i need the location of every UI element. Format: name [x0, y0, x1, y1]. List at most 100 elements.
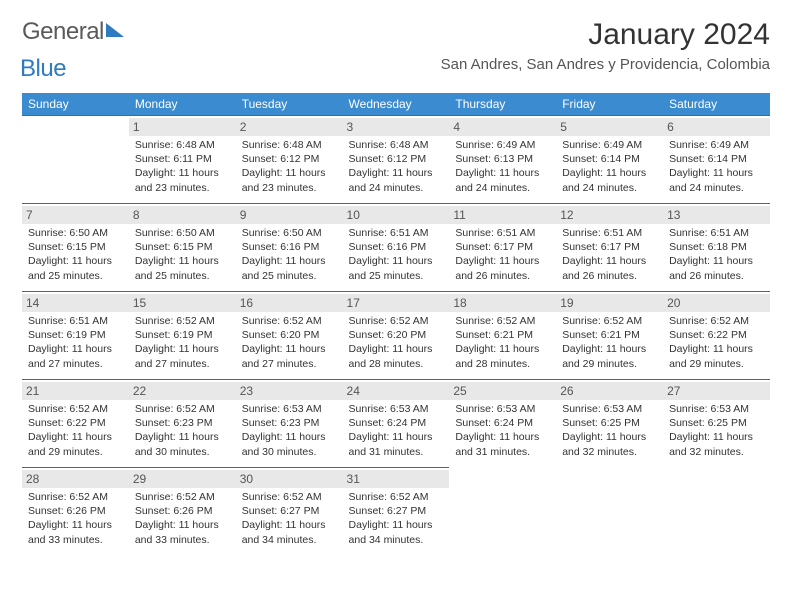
calendar-cell: 9 Sunrise: 6:50 AMSunset: 6:16 PMDaylight… [236, 204, 343, 292]
day-details: Sunrise: 6:49 AMSunset: 6:14 PMDaylight:… [669, 138, 764, 195]
day-details: Sunrise: 6:52 AMSunset: 6:21 PMDaylight:… [562, 314, 657, 371]
day-details: Sunrise: 6:52 AMSunset: 6:23 PMDaylight:… [135, 402, 230, 459]
calendar-cell: 15 Sunrise: 6:52 AMSunset: 6:19 PMDayligh… [129, 292, 236, 380]
day-number: 4 [449, 118, 556, 136]
day-header: Friday [556, 93, 663, 116]
brand-part1: General [22, 18, 104, 46]
day-details: Sunrise: 6:50 AMSunset: 6:16 PMDaylight:… [242, 226, 337, 283]
calendar-cell: 25 Sunrise: 6:53 AMSunset: 6:24 PMDayligh… [449, 380, 556, 468]
calendar-cell: 22 Sunrise: 6:52 AMSunset: 6:23 PMDayligh… [129, 380, 236, 468]
day-details: Sunrise: 6:52 AMSunset: 6:22 PMDaylight:… [28, 402, 123, 459]
day-details: Sunrise: 6:53 AMSunset: 6:25 PMDaylight:… [669, 402, 764, 459]
month-title: January 2024 [441, 18, 770, 52]
day-number: 17 [343, 294, 450, 312]
calendar-row: 21 Sunrise: 6:52 AMSunset: 6:22 PMDayligh… [22, 380, 770, 468]
calendar-cell: 4 Sunrise: 6:49 AMSunset: 6:13 PMDaylight… [449, 116, 556, 204]
day-number: 18 [449, 294, 556, 312]
calendar-cell: 8 Sunrise: 6:50 AMSunset: 6:15 PMDaylight… [129, 204, 236, 292]
calendar-cell: 29Sunrise: 6:52 AMSunset: 6:26 PMDayligh… [129, 468, 236, 556]
day-number: 5 [556, 118, 663, 136]
day-details: Sunrise: 6:50 AMSunset: 6:15 PMDaylight:… [135, 226, 230, 283]
day-header: Tuesday [236, 93, 343, 116]
calendar-cell: 19Sunrise: 6:52 AMSunset: 6:21 PMDayligh… [556, 292, 663, 380]
calendar-cell: 24Sunrise: 6:53 AMSunset: 6:24 PMDayligh… [343, 380, 450, 468]
calendar-cell: 17Sunrise: 6:52 AMSunset: 6:20 PMDayligh… [343, 292, 450, 380]
calendar-cell: 10 Sunrise: 6:51 AMSunset: 6:16 PMDayligh… [343, 204, 450, 292]
calendar-cell: 1 Sunrise: 6:48 AMSunset: 6:11 PMDaylight… [129, 116, 236, 204]
day-details: Sunrise: 6:51 AMSunset: 6:16 PMDaylight:… [349, 226, 444, 283]
calendar-cell: 18Sunrise: 6:52 AMSunset: 6:21 PMDayligh… [449, 292, 556, 380]
day-details: Sunrise: 6:52 AMSunset: 6:19 PMDaylight:… [135, 314, 230, 371]
brand-triangle-icon [106, 23, 124, 37]
day-header: Sunday [22, 93, 129, 116]
day-details: Sunrise: 6:52 AMSunset: 6:27 PMDaylight:… [349, 490, 444, 547]
title-block: January 2024 San Andres, San Andres y Pr… [441, 18, 770, 73]
day-details: Sunrise: 6:52 AMSunset: 6:26 PMDaylight:… [28, 490, 123, 547]
calendar-cell: 5 Sunrise: 6:49 AMSunset: 6:14 PMDaylight… [556, 116, 663, 204]
day-number: 16 [236, 294, 343, 312]
day-number: 14 [22, 294, 129, 312]
day-number: 26 [556, 382, 663, 400]
calendar-cell: 20 Sunrise: 6:52 AMSunset: 6:22 PMDayligh… [663, 292, 770, 380]
calendar-row: 14 Sunrise: 6:51 AMSunset: 6:19 PMDayligh… [22, 292, 770, 380]
day-details: Sunrise: 6:48 AMSunset: 6:12 PMDaylight:… [349, 138, 444, 195]
calendar-cell: 11 Sunrise: 6:51 AMSunset: 6:17 PMDayligh… [449, 204, 556, 292]
day-number: 13 [663, 206, 770, 224]
calendar-cell [556, 468, 663, 556]
day-header: Saturday [663, 93, 770, 116]
calendar-cell [449, 468, 556, 556]
day-number: 6 [663, 118, 770, 136]
brand-part2: Blue [20, 55, 66, 83]
calendar-cell: 14 Sunrise: 6:51 AMSunset: 6:19 PMDayligh… [22, 292, 129, 380]
calendar-cell: 30 Sunrise: 6:52 AMSunset: 6:27 PMDayligh… [236, 468, 343, 556]
day-number: 8 [129, 206, 236, 224]
day-details: Sunrise: 6:50 AMSunset: 6:15 PMDaylight:… [28, 226, 123, 283]
day-details: Sunrise: 6:48 AMSunset: 6:11 PMDaylight:… [135, 138, 230, 195]
day-details: Sunrise: 6:53 AMSunset: 6:24 PMDaylight:… [455, 402, 550, 459]
day-details: Sunrise: 6:49 AMSunset: 6:13 PMDaylight:… [455, 138, 550, 195]
day-details: Sunrise: 6:52 AMSunset: 6:20 PMDaylight:… [242, 314, 337, 371]
day-number: 30 [236, 470, 343, 488]
day-number: 1 [129, 118, 236, 136]
calendar-cell: 26Sunrise: 6:53 AMSunset: 6:25 PMDayligh… [556, 380, 663, 468]
day-number: 7 [22, 206, 129, 224]
day-number: 23 [236, 382, 343, 400]
calendar-cell: 23Sunrise: 6:53 AMSunset: 6:23 PMDayligh… [236, 380, 343, 468]
calendar-row: 1 Sunrise: 6:48 AMSunset: 6:11 PMDaylight… [22, 116, 770, 204]
calendar-cell: 12 Sunrise: 6:51 AMSunset: 6:17 PMDayligh… [556, 204, 663, 292]
calendar-cell: 16 Sunrise: 6:52 AMSunset: 6:20 PMDayligh… [236, 292, 343, 380]
day-details: Sunrise: 6:52 AMSunset: 6:27 PMDaylight:… [242, 490, 337, 547]
day-number: 29 [129, 470, 236, 488]
calendar-cell: 21 Sunrise: 6:52 AMSunset: 6:22 PMDayligh… [22, 380, 129, 468]
day-number: 31 [343, 470, 450, 488]
calendar-body: 1 Sunrise: 6:48 AMSunset: 6:11 PMDaylight… [22, 116, 770, 556]
day-number: 9 [236, 206, 343, 224]
day-details: Sunrise: 6:51 AMSunset: 6:19 PMDaylight:… [28, 314, 123, 371]
day-details: Sunrise: 6:51 AMSunset: 6:17 PMDaylight:… [562, 226, 657, 283]
day-number: 21 [22, 382, 129, 400]
day-number: 11 [449, 206, 556, 224]
day-details: Sunrise: 6:52 AMSunset: 6:22 PMDaylight:… [669, 314, 764, 371]
day-number: 10 [343, 206, 450, 224]
day-details: Sunrise: 6:48 AMSunset: 6:12 PMDaylight:… [242, 138, 337, 195]
day-number: 25 [449, 382, 556, 400]
day-number: 20 [663, 294, 770, 312]
calendar-row: 7 Sunrise: 6:50 AMSunset: 6:15 PMDaylight… [22, 204, 770, 292]
day-number: 22 [129, 382, 236, 400]
day-details: Sunrise: 6:51 AMSunset: 6:17 PMDaylight:… [455, 226, 550, 283]
calendar-cell [22, 116, 129, 204]
day-header: Wednesday [343, 93, 450, 116]
day-number: 27 [663, 382, 770, 400]
calendar-cell: 6 Sunrise: 6:49 AMSunset: 6:14 PMDaylight… [663, 116, 770, 204]
day-details: Sunrise: 6:51 AMSunset: 6:18 PMDaylight:… [669, 226, 764, 283]
day-header: Thursday [449, 93, 556, 116]
calendar-row: 28Sunrise: 6:52 AMSunset: 6:26 PMDayligh… [22, 468, 770, 556]
calendar-table: SundayMondayTuesdayWednesdayThursdayFrid… [22, 93, 770, 556]
calendar-cell: 2Sunrise: 6:48 AMSunset: 6:12 PMDaylight… [236, 116, 343, 204]
day-number: 24 [343, 382, 450, 400]
calendar-cell [663, 468, 770, 556]
day-number: 12 [556, 206, 663, 224]
day-details: Sunrise: 6:49 AMSunset: 6:14 PMDaylight:… [562, 138, 657, 195]
day-number: 15 [129, 294, 236, 312]
day-number: 3 [343, 118, 450, 136]
